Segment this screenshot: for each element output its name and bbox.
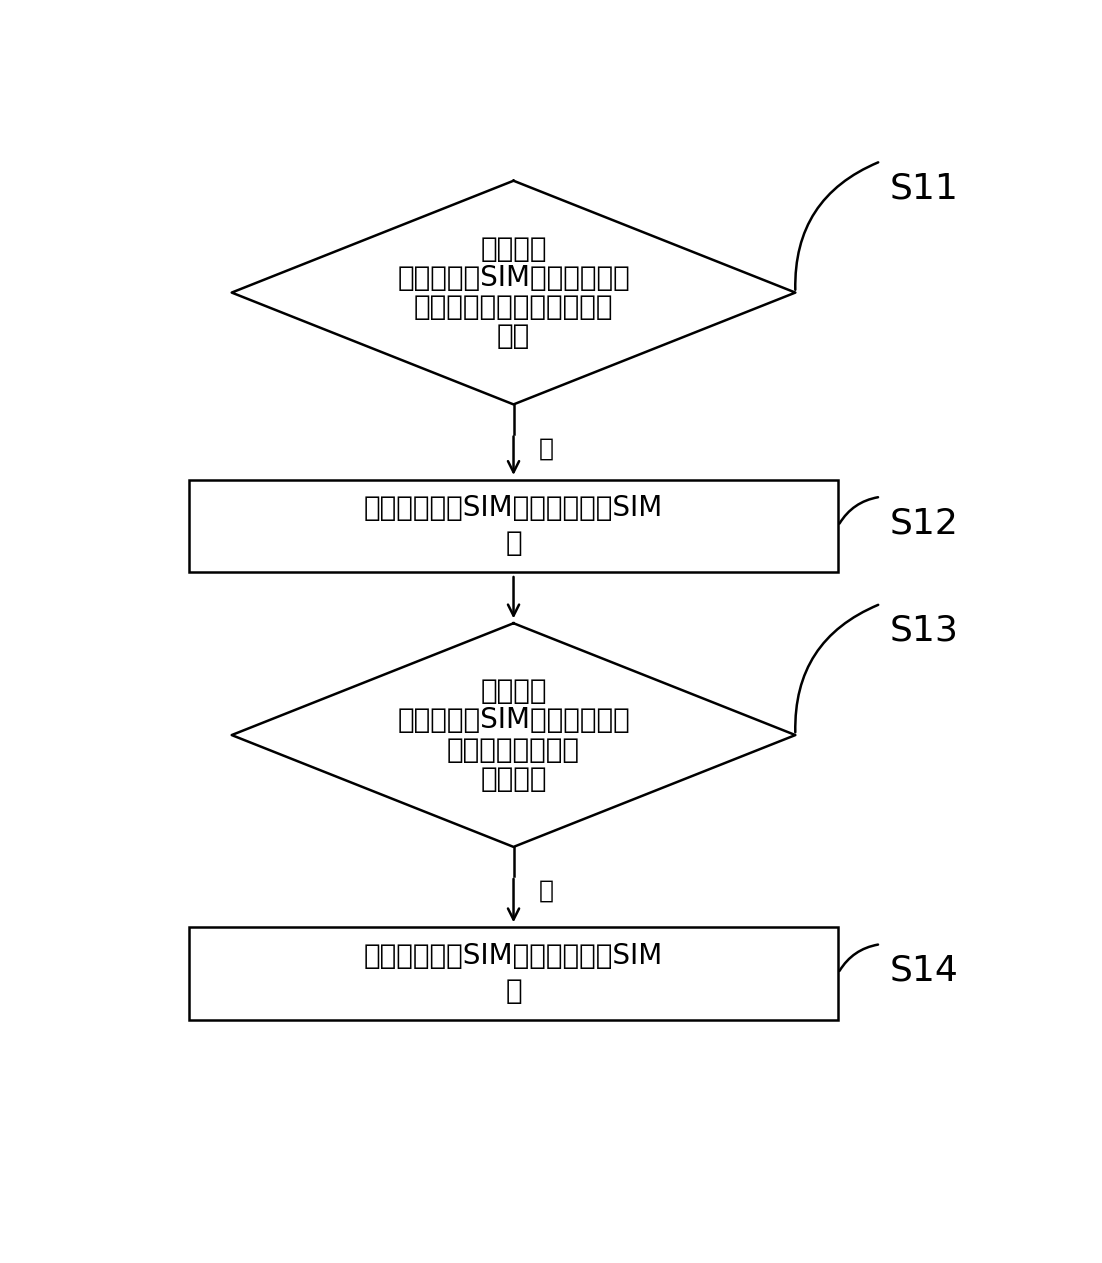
Text: 质量是否能承载当前的数据: 质量是否能承载当前的数据 [413,293,614,321]
Text: 卡: 卡 [505,529,522,557]
Text: 质量是否低于第一: 质量是否低于第一 [447,735,580,764]
Text: S13: S13 [889,614,959,648]
Text: 当前的第二SIM卡的第二网络: 当前的第二SIM卡的第二网络 [397,706,630,735]
Text: 判断基于: 判断基于 [480,235,547,263]
Text: 卡: 卡 [505,976,522,1005]
Text: S11: S11 [889,171,959,205]
Text: 将当前的第二SIM卡切换至第一SIM: 将当前的第二SIM卡切换至第一SIM [364,942,663,970]
Bar [190,927,839,1019]
Text: 否: 否 [539,879,554,903]
Text: 网络质量: 网络质量 [480,765,547,793]
Text: 否: 否 [539,436,554,460]
Text: 当前的第一SIM卡的第一网络: 当前的第一SIM卡的第一网络 [397,264,630,292]
Text: S14: S14 [889,954,959,988]
Text: 业务: 业务 [497,322,530,350]
Bar [190,480,839,572]
Text: 将当前的第一SIM卡切换至第二SIM: 将当前的第一SIM卡切换至第二SIM [364,495,663,523]
Text: 判断基于: 判断基于 [480,677,547,705]
Text: S12: S12 [889,506,959,541]
